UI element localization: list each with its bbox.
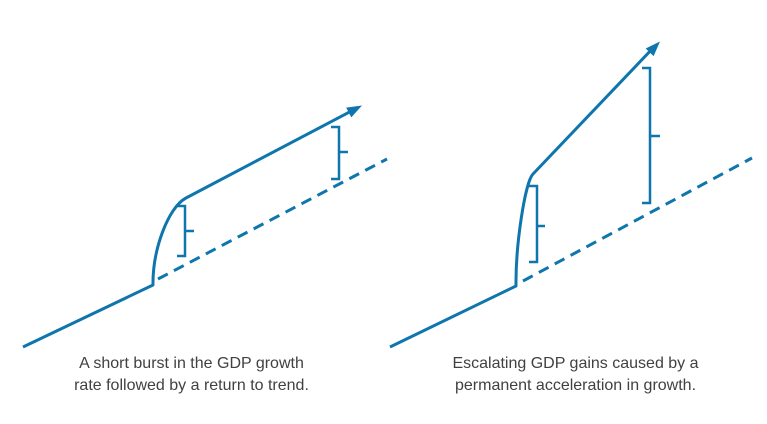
burst-gap-bracket (529, 184, 545, 264)
caption-line: Escalating GDP gains caused by a (452, 355, 699, 372)
arrowhead-icon (346, 105, 362, 118)
burst-gap-bracket (177, 204, 194, 258)
caption-permanent-acceleration: Escalating GDP gains caused by a permane… (384, 353, 767, 397)
caption-line: permanent acceleration in growth. (454, 377, 697, 394)
caption-line: A short burst in the GDP growth (79, 355, 304, 372)
gdp-path-line (389, 49, 653, 349)
diagram-permanent-acceleration (389, 41, 753, 349)
caption-line: rate followed by a return to trend. (74, 377, 309, 394)
gdp-path-line (22, 109, 353, 349)
caption-short-burst: A short burst in the GDP growth rate fol… (0, 353, 383, 397)
arrowhead-icon (645, 41, 660, 57)
trend-gap-bracket (331, 125, 348, 181)
widening-gap-bracket (642, 66, 660, 205)
trend-dashed-line (157, 157, 388, 281)
diagram-short-burst (22, 105, 388, 349)
trend-dashed-line (522, 156, 753, 283)
